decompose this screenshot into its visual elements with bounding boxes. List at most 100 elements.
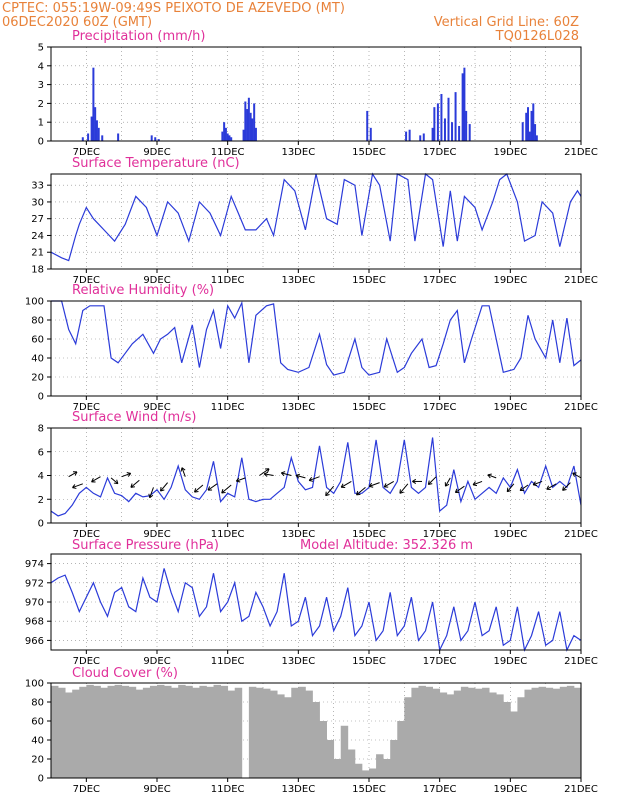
cloud-bar <box>305 691 312 778</box>
cloud-bar <box>418 686 425 778</box>
wind-arrow <box>455 486 464 492</box>
precip-bar <box>96 120 98 141</box>
x-tick-label: 15DEC <box>352 147 386 158</box>
wind-arrow <box>473 481 482 485</box>
panel-frame <box>51 301 581 396</box>
cloud-bar <box>482 688 489 778</box>
cloud-bar <box>496 694 503 778</box>
y-tick-label: 40 <box>31 736 44 747</box>
y-tick-label: 5 <box>38 43 44 54</box>
precip-bar <box>225 128 227 141</box>
x-tick-label: 11DEC <box>211 784 245 795</box>
precip-bar <box>82 137 84 141</box>
x-tick-label: 19DEC <box>493 275 527 286</box>
cloud-bar <box>164 686 171 778</box>
y-tick-label: 2 <box>38 495 44 506</box>
x-tick-label: 7DEC <box>73 784 100 795</box>
wind-arrow <box>111 478 118 484</box>
precip-bar <box>433 107 435 141</box>
cloud-bar <box>79 687 86 778</box>
cloud-bar <box>86 685 93 778</box>
cloud-bar <box>129 687 136 778</box>
cloud-bar <box>235 688 242 778</box>
cloud-bar <box>503 702 510 778</box>
x-tick-label: 13DEC <box>281 656 315 667</box>
cloud-bar <box>475 689 482 778</box>
y-tick-label: 0 <box>38 519 44 530</box>
y-tick-label: 100 <box>25 297 44 308</box>
precip-bar <box>405 132 407 141</box>
x-tick-label: 19DEC <box>493 656 527 667</box>
precip-bar <box>437 103 439 141</box>
precip-bar <box>529 132 531 141</box>
precip-bar <box>531 111 533 141</box>
precip-bar <box>522 122 524 141</box>
cloud-bar <box>489 693 496 779</box>
cloud-bar <box>510 712 517 779</box>
y-tick-label: 2 <box>38 99 44 110</box>
precip-bar <box>527 107 529 141</box>
x-tick-label: 13DEC <box>281 275 315 286</box>
cloud-bar <box>355 764 362 778</box>
cloud-bar <box>532 688 539 778</box>
cloud-bar <box>567 686 574 778</box>
x-tick-label: 11DEC <box>211 402 245 413</box>
wind-arrow <box>72 484 82 489</box>
model-altitude: Model Altitude: 352.326 m <box>300 538 473 553</box>
precip-bar <box>423 133 425 141</box>
cloud-bar <box>51 686 58 778</box>
series-line <box>51 301 581 375</box>
x-tick-label: 19DEC <box>493 147 527 158</box>
x-tick-label: 13DEC <box>281 402 315 413</box>
precip-bar <box>370 128 372 141</box>
x-tick-label: 21DEC <box>564 402 598 413</box>
cloud-bar <box>312 702 319 778</box>
y-tick-label: 6 <box>38 447 44 458</box>
cloud-bar <box>426 687 433 778</box>
cloud-bar <box>574 688 581 778</box>
cloud-bar <box>228 691 235 778</box>
wind-arrow <box>488 474 496 478</box>
y-tick-label: 18 <box>31 265 44 276</box>
cloud-bar <box>411 688 418 778</box>
cloud-bar <box>320 721 327 778</box>
precip-bar <box>87 133 89 141</box>
x-tick-label: 15DEC <box>352 656 386 667</box>
precip-bar <box>246 109 248 141</box>
precip-bar <box>243 130 245 141</box>
y-tick-label: 20 <box>31 373 44 384</box>
y-tick-label: 80 <box>31 698 44 709</box>
cloud-bar <box>404 697 411 778</box>
precip-bar <box>221 132 223 141</box>
panel-frame <box>51 47 581 141</box>
y-tick-label: 30 <box>31 197 44 208</box>
precip-bar <box>409 130 411 141</box>
precip-bar <box>230 137 232 141</box>
precip-bar <box>419 135 421 141</box>
header-grid-line: Vertical Grid Line: 60Z <box>434 15 579 30</box>
cloud-bar <box>468 688 475 778</box>
panel-title: Cloud Cover (%) <box>72 666 178 681</box>
x-tick-label: 17DEC <box>423 147 457 158</box>
cloud-bar <box>171 688 178 778</box>
cloud-bar <box>524 690 531 778</box>
cloud-bar <box>72 690 79 778</box>
panel-title: Surface Pressure (hPa) <box>72 538 219 553</box>
cloud-bar <box>383 759 390 778</box>
x-tick-label: 13DEC <box>281 147 315 158</box>
wind-arrow <box>92 477 101 482</box>
x-tick-label: 19DEC <box>493 529 527 540</box>
header-model-id: TQ0126L028 <box>495 29 579 44</box>
cloud-bar <box>221 686 228 778</box>
precip-bar <box>448 98 450 141</box>
y-tick-label: 60 <box>31 717 44 728</box>
cloud-bar <box>341 726 348 778</box>
x-tick-label: 21DEC <box>564 784 598 795</box>
cloud-bar <box>249 687 256 778</box>
precip-bar <box>101 135 103 141</box>
precip-bar <box>458 126 460 141</box>
precip-bar <box>248 98 250 141</box>
wind-arrow <box>445 478 450 486</box>
y-tick-label: 27 <box>31 214 44 225</box>
